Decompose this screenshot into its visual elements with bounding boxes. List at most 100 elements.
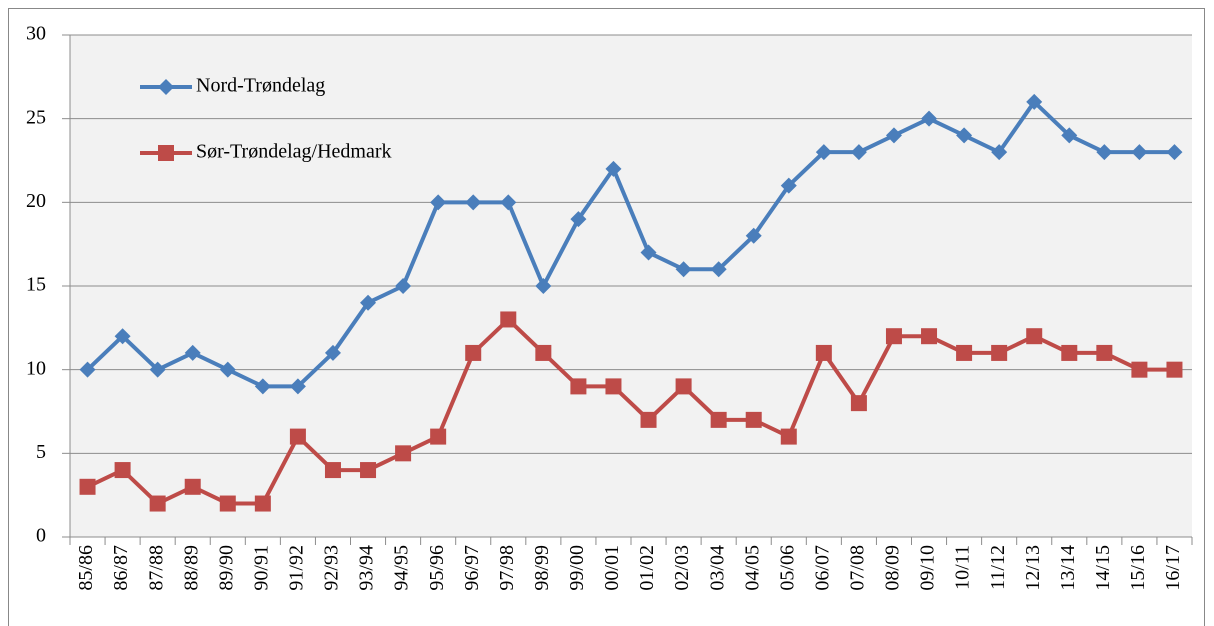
x-tick-label: 91/92 [286, 545, 308, 591]
marker [570, 211, 587, 228]
marker [395, 445, 412, 462]
x-tick-label: 93/94 [356, 545, 378, 591]
x-tick-label: 09/10 [917, 545, 939, 591]
x-tick-label: 90/91 [250, 545, 272, 591]
marker [360, 462, 377, 479]
marker [149, 361, 166, 378]
marker [710, 411, 727, 428]
marker [710, 261, 727, 278]
marker [640, 244, 657, 261]
legend-label: Sør-Trøndelag/Hedmark [196, 141, 392, 163]
marker [79, 478, 96, 495]
marker [675, 261, 692, 278]
x-tick-label: 14/15 [1092, 545, 1114, 591]
marker [921, 328, 938, 345]
marker [780, 177, 797, 194]
x-tick-label: 07/08 [847, 545, 869, 591]
marker [114, 328, 131, 345]
marker [79, 361, 96, 378]
marker [956, 127, 973, 144]
marker [991, 144, 1008, 161]
marker [850, 395, 867, 412]
x-tick-label: 92/93 [321, 545, 343, 591]
y-tick-label: 15 [26, 274, 46, 296]
marker [360, 294, 377, 311]
x-tick-label: 10/11 [952, 545, 974, 590]
x-tick-label: 85/86 [75, 545, 97, 591]
marker [605, 378, 622, 395]
marker [640, 411, 657, 428]
marker [991, 344, 1008, 361]
x-tick-label: 08/09 [882, 545, 904, 591]
marker [956, 344, 973, 361]
legend-marker [158, 79, 174, 95]
marker [254, 495, 271, 512]
marker [500, 311, 517, 328]
marker [1131, 361, 1148, 378]
y-tick-label: 10 [26, 357, 46, 379]
x-tick-label: 04/05 [741, 545, 763, 591]
marker [149, 495, 166, 512]
x-tick-label: 11/12 [987, 545, 1009, 590]
y-tick-label: 20 [26, 190, 46, 212]
x-tick-label: 00/01 [601, 545, 623, 591]
x-tick-label: 02/03 [671, 545, 693, 591]
x-tick-label: 87/88 [145, 545, 167, 591]
marker [1061, 127, 1078, 144]
marker [605, 160, 622, 177]
x-tick-label: 94/95 [391, 545, 413, 591]
x-tick-label: 96/97 [461, 545, 483, 591]
marker [535, 278, 552, 294]
marker [114, 462, 131, 479]
y-tick-label: 0 [36, 525, 46, 547]
marker [465, 344, 482, 361]
x-tick-label: 98/99 [531, 545, 553, 591]
marker [570, 378, 587, 395]
x-tick-label: 01/02 [636, 545, 658, 591]
x-tick-label: 12/13 [1022, 545, 1044, 591]
marker [219, 495, 236, 512]
marker [1131, 144, 1148, 161]
x-tick-label: 16/17 [1162, 545, 1184, 591]
x-tick-label: 06/07 [811, 545, 833, 591]
marker [395, 278, 412, 294]
marker [921, 110, 938, 127]
marker [289, 428, 306, 445]
marker [850, 144, 867, 161]
marker [430, 194, 447, 211]
marker [289, 378, 306, 395]
x-tick-label: 99/00 [566, 545, 588, 591]
x-tick-label: 97/98 [496, 545, 518, 591]
marker [500, 194, 517, 211]
marker [465, 194, 482, 211]
y-tick-label: 30 [26, 23, 46, 45]
marker [535, 344, 552, 361]
marker [1061, 344, 1078, 361]
marker [885, 328, 902, 345]
y-tick-label: 25 [26, 106, 46, 128]
chart-frame [8, 8, 1205, 626]
x-tick-label: 88/89 [180, 545, 202, 591]
x-tick-label: 95/96 [426, 545, 448, 591]
marker [780, 428, 797, 445]
marker [219, 361, 236, 378]
marker [430, 428, 447, 445]
marker [324, 462, 341, 479]
marker [1026, 93, 1043, 110]
marker [745, 411, 762, 428]
x-tick-label: 03/04 [706, 545, 728, 591]
y-tick-label: 5 [36, 441, 46, 463]
x-tick-label: 89/90 [215, 545, 237, 591]
marker [1096, 344, 1113, 361]
marker [184, 478, 201, 495]
marker [1096, 144, 1113, 161]
marker [675, 378, 692, 395]
marker [745, 227, 762, 244]
x-tick-label: 15/16 [1127, 545, 1149, 591]
marker [184, 344, 201, 361]
x-tick-label: 86/87 [110, 545, 132, 591]
marker [1026, 328, 1043, 345]
marker [885, 127, 902, 144]
